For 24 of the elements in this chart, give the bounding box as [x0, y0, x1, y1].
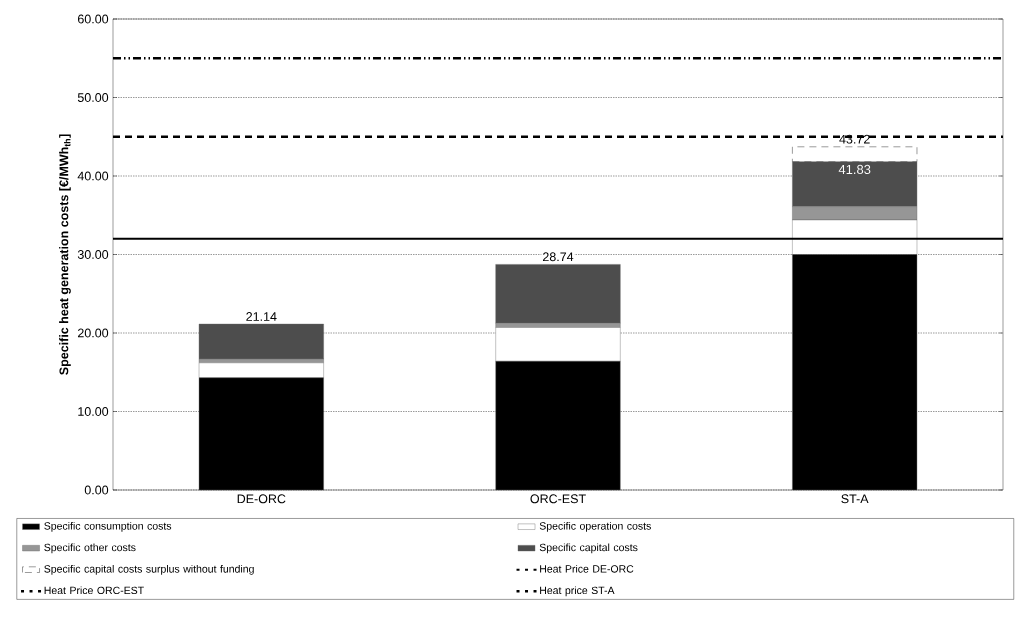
legend-label: Specific consumption costs	[44, 521, 172, 532]
legend-label: Specific capital costs surplus without funding	[44, 564, 254, 575]
y-tick-label: 10.00	[78, 407, 109, 416]
bar	[495, 264, 621, 324]
legend-label: Heat Price DE-ORC	[540, 564, 634, 573]
total-label: 21.14	[246, 312, 277, 321]
y-tick-label: 30.00	[77, 250, 109, 259]
x-tick-label: ORC-EST	[530, 494, 586, 504]
legend-label: Specific operation costs	[539, 521, 651, 532]
legend-label: Specific capital costs	[539, 543, 638, 554]
legend-label: Heat price ST-A	[540, 586, 615, 597]
x-tick-label: ST-A	[841, 494, 869, 504]
bar	[198, 323, 324, 360]
y-tick-label: 50.00	[77, 93, 109, 102]
annotation: 41.83	[838, 164, 871, 175]
legend-label: Heat Price ORC-EST	[44, 586, 144, 595]
y-axis-title: Specific heat generation costs [€/MWh$_{th}$]	[59, 134, 71, 375]
x-tick-label: DE-ORC	[237, 494, 286, 504]
total-label: 28.74	[542, 252, 574, 262]
y-tick-label: 20.00	[77, 328, 109, 338]
y-tick-label: 60.00	[78, 14, 109, 24]
legend-label: Specific other costs	[44, 543, 136, 554]
y-tick-label: 0.00	[84, 485, 109, 495]
y-tick-label: 40.00	[77, 171, 109, 181]
